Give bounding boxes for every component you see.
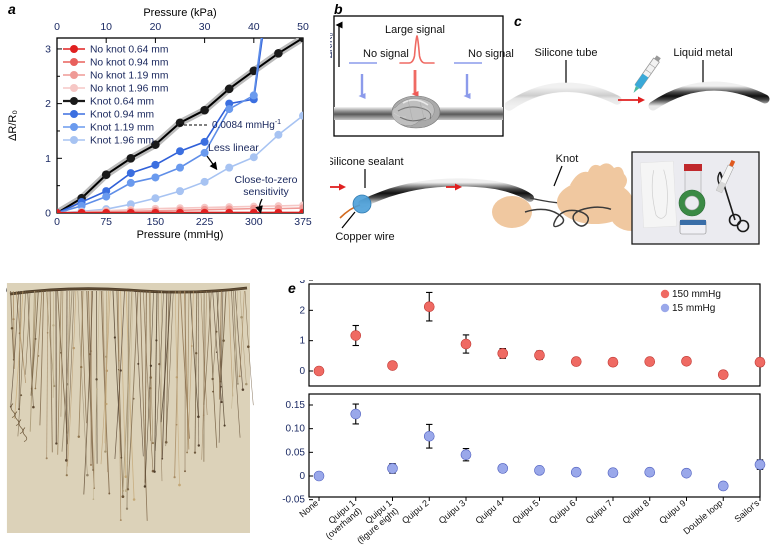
svg-text:20: 20 [150, 21, 162, 33]
svg-text:375: 375 [294, 216, 312, 228]
svg-text:0: 0 [54, 21, 60, 33]
svg-text:b: b [334, 1, 343, 17]
svg-text:1: 1 [45, 153, 51, 165]
svg-text:c: c [514, 13, 522, 29]
svg-text:Pressure (kPa): Pressure (kPa) [143, 7, 216, 19]
svg-text:Quipu 5: Quipu 5 [510, 498, 541, 526]
svg-text:Sailor's: Sailor's [732, 498, 761, 525]
svg-text:2: 2 [299, 305, 305, 316]
svg-text:Quipu 4: Quipu 4 [473, 498, 504, 526]
svg-text:Knot 1.96 mm: Knot 1.96 mm [90, 136, 154, 147]
svg-text:Large signal: Large signal [385, 24, 445, 36]
svg-text:Pressure (mmHg): Pressure (mmHg) [137, 229, 224, 241]
svg-text:0: 0 [299, 471, 305, 482]
svg-text:0: 0 [45, 208, 51, 220]
svg-text:0: 0 [299, 366, 305, 377]
svg-text:300: 300 [245, 216, 263, 228]
svg-text:10: 10 [100, 21, 112, 33]
svg-text:0.05: 0.05 [286, 447, 306, 458]
svg-text:0.15: 0.15 [286, 400, 306, 411]
svg-text:Silicone tube: Silicone tube [535, 47, 598, 59]
svg-text:Quipu 2: Quipu 2 [400, 498, 431, 526]
svg-text:Close-to-zero: Close-to-zero [234, 174, 297, 186]
svg-text:No knot 0.64 mm: No knot 0.64 mm [90, 45, 168, 56]
svg-text:Quipu 6: Quipu 6 [547, 498, 578, 526]
svg-text:2: 2 [45, 98, 51, 110]
svg-text:Quipu 7: Quipu 7 [584, 498, 615, 526]
svg-text:Knot 0.64 mm: Knot 0.64 mm [90, 97, 154, 108]
svg-text:e: e [288, 280, 296, 296]
svg-text:3: 3 [299, 280, 305, 286]
svg-text:40: 40 [248, 21, 260, 33]
svg-text:1: 1 [299, 336, 305, 347]
svg-text:No knot 1.96 mm: No knot 1.96 mm [90, 84, 168, 95]
svg-text:Liquid metal: Liquid metal [673, 47, 732, 59]
svg-text:0.0084 mmHg-1: 0.0084 mmHg-1 [212, 119, 281, 131]
svg-text:Quipu 9: Quipu 9 [657, 498, 688, 526]
svg-text:Quipu 3: Quipu 3 [437, 498, 468, 526]
svg-text:Quipu 8: Quipu 8 [620, 498, 651, 526]
svg-text:75: 75 [100, 216, 112, 228]
svg-text:150 mmHg: 150 mmHg [672, 289, 721, 300]
svg-text:No knot 1.19 mm: No knot 1.19 mm [90, 71, 168, 82]
svg-text:Knot: Knot [556, 153, 579, 165]
svg-text:3: 3 [45, 43, 51, 55]
svg-text:Knot 0.94 mm: Knot 0.94 mm [90, 110, 154, 121]
svg-text:ΔR/R₀: ΔR/R₀ [7, 110, 19, 141]
svg-text:a: a [8, 1, 16, 17]
svg-text:15 mmHg: 15 mmHg [672, 303, 715, 314]
svg-text:225: 225 [196, 216, 214, 228]
svg-text:Copper wire: Copper wire [335, 231, 394, 243]
svg-text:-0.05: -0.05 [282, 495, 305, 506]
svg-text:0.10: 0.10 [286, 424, 306, 435]
svg-text:sensitivity: sensitivity [243, 186, 289, 198]
svg-text:0: 0 [54, 216, 60, 228]
svg-text:50: 50 [297, 21, 309, 33]
svg-text:No signal: No signal [363, 48, 409, 60]
svg-text:ΔR/R₀: ΔR/R₀ [330, 32, 334, 58]
svg-text:Knot 1.19 mm: Knot 1.19 mm [90, 123, 154, 134]
svg-text:30: 30 [199, 21, 211, 33]
svg-text:No knot 0.94 mm: No knot 0.94 mm [90, 58, 168, 69]
svg-text:Silicone sealant: Silicone sealant [330, 156, 404, 168]
svg-text:Less linear: Less linear [208, 142, 259, 154]
svg-text:Double loop: Double loop [681, 498, 724, 537]
svg-text:150: 150 [147, 216, 165, 228]
svg-text:Quipu 1(overhand): Quipu 1(overhand) [317, 498, 363, 541]
